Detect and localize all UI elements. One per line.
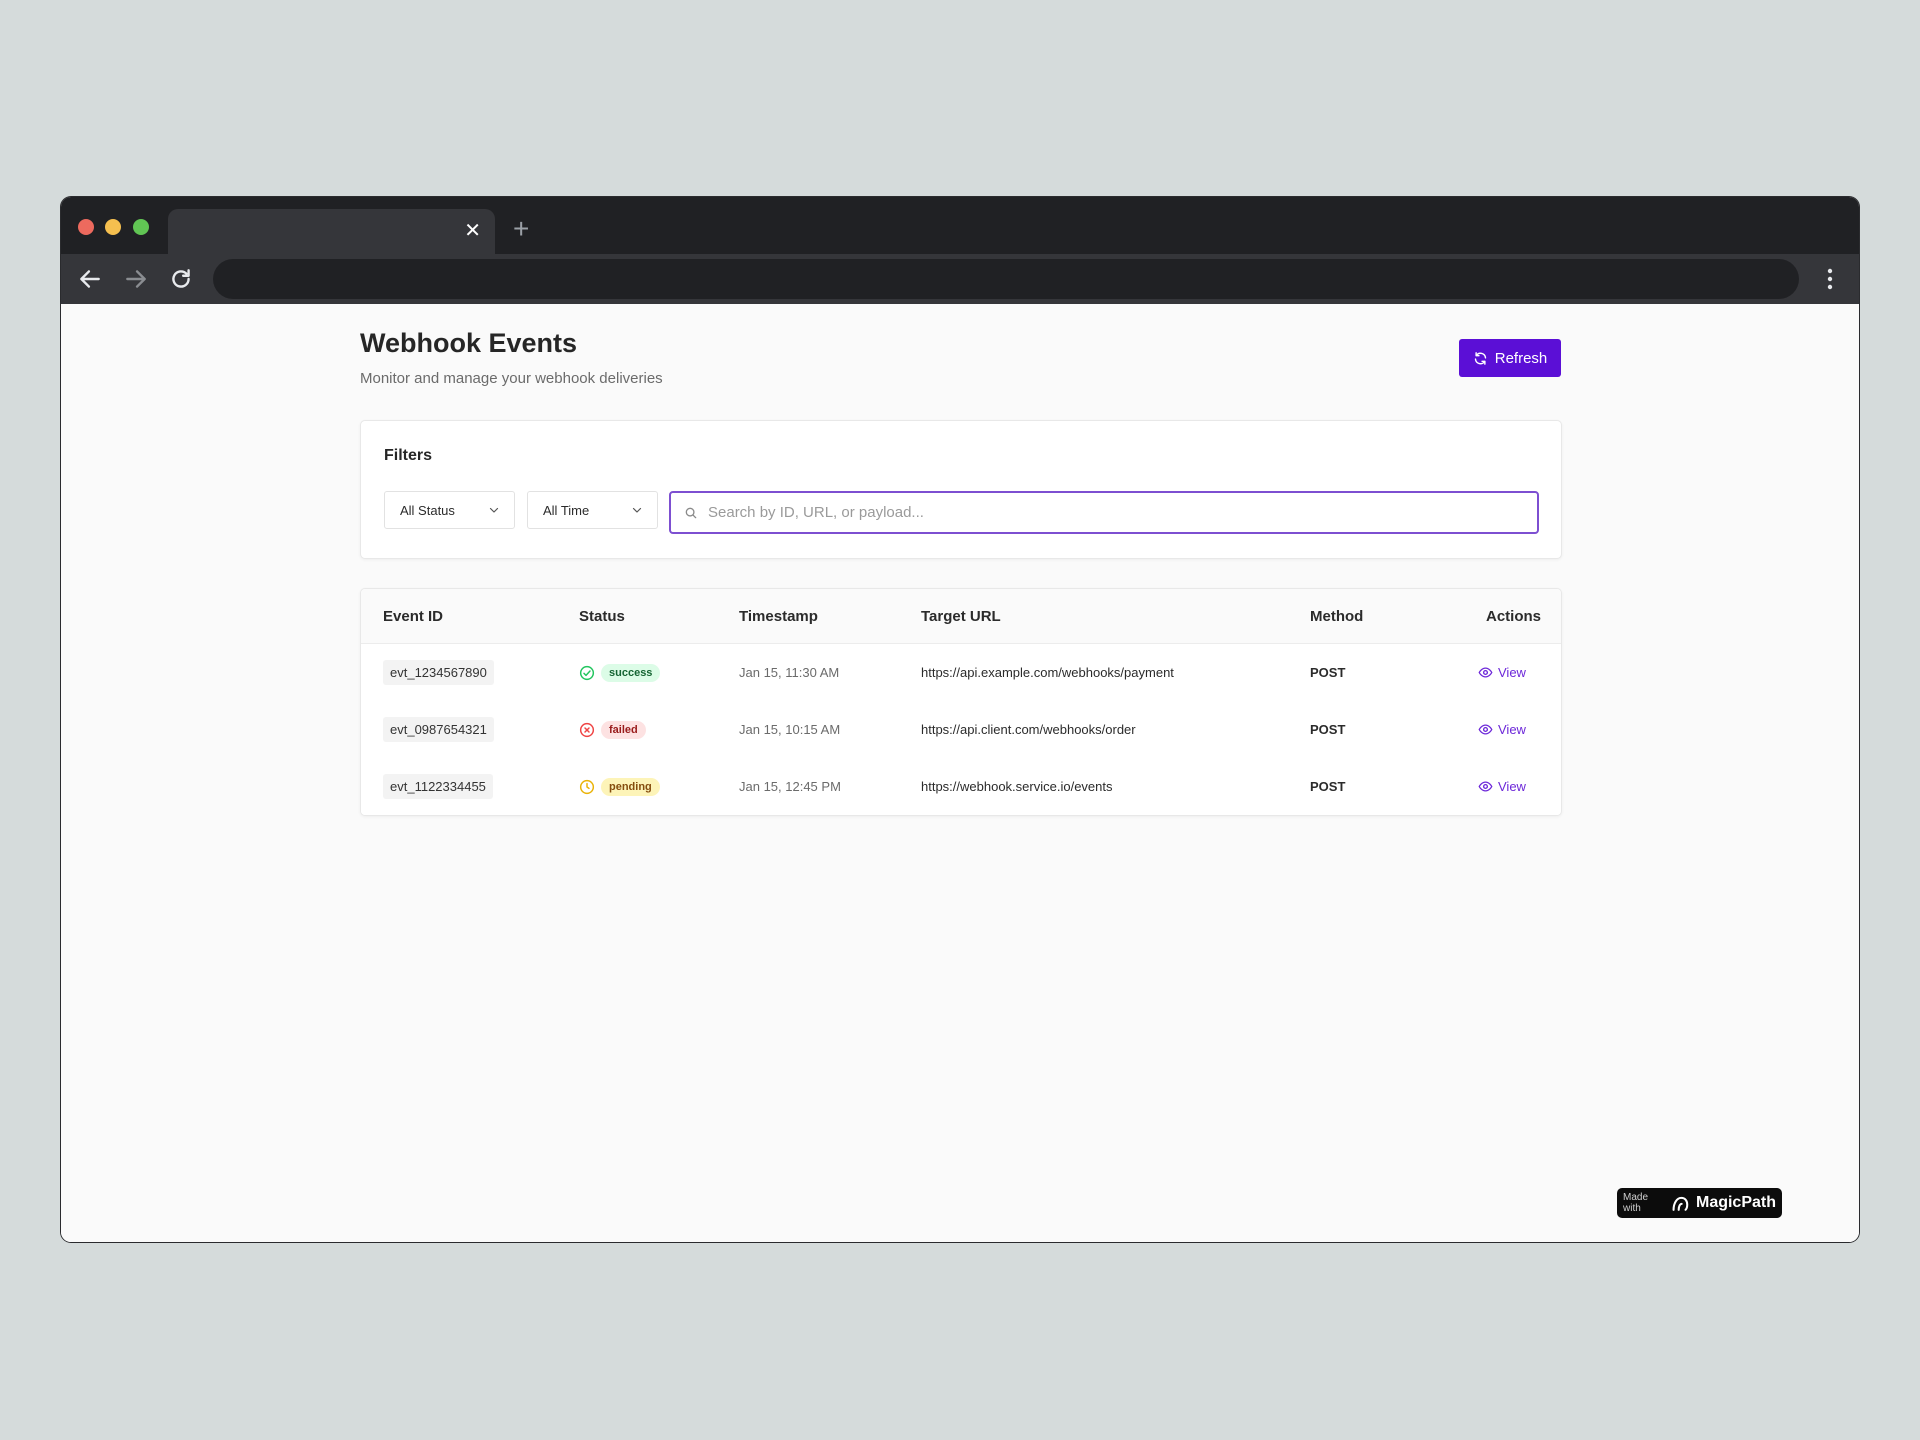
event-id-cell: evt_1122334455 xyxy=(383,758,493,815)
status-cell: success xyxy=(579,644,661,701)
search-box[interactable] xyxy=(669,491,1539,534)
page-title: Webhook Events xyxy=(360,328,578,358)
actions-cell: View xyxy=(1478,701,1526,758)
actions-cell: View xyxy=(1478,758,1526,815)
table-row: evt_1234567890 success Jan 15, 11:30 AM … xyxy=(361,644,1561,702)
chevron-down-icon xyxy=(632,507,642,513)
close-window-button[interactable] xyxy=(78,219,94,235)
time-filter-value: All Time xyxy=(543,502,590,518)
minimize-window-button[interactable] xyxy=(105,219,121,235)
column-header-timestamp: Timestamp xyxy=(739,608,818,625)
made-with-label: Made with xyxy=(1623,1192,1649,1214)
browser-toolbar xyxy=(61,254,1859,304)
timestamp-cell: Jan 15, 12:45 PM xyxy=(739,779,841,794)
events-table: Event ID Status Timestamp Target URL Met… xyxy=(360,588,1562,816)
event-id: evt_1234567890 xyxy=(383,660,494,685)
status-cell: failed xyxy=(579,701,646,758)
event-id-cell: evt_1234567890 xyxy=(383,644,494,701)
magicpath-brand: MagicPath xyxy=(1695,1194,1776,1211)
timestamp-cell: Jan 15, 11:30 AM xyxy=(739,665,840,680)
browser-tab[interactable]: ✕ xyxy=(168,209,495,254)
chevron-down-icon xyxy=(489,507,499,513)
table-row: evt_0987654321 failed Jan 15, 10:15 AM h… xyxy=(361,701,1561,759)
browser-titlebar: ✕ + xyxy=(61,197,1859,254)
view-label: View xyxy=(1498,665,1526,680)
new-tab-button[interactable]: + xyxy=(513,213,530,244)
page-subtitle: Monitor and manage your webhook deliveri… xyxy=(360,370,663,387)
method-cell: POST xyxy=(1310,722,1346,737)
check-circle-icon xyxy=(579,665,595,680)
target-url-cell: https://api.example.com/webhooks/payment xyxy=(921,665,1174,680)
more-menu-icon[interactable] xyxy=(1827,267,1833,291)
status-filter-value: All Status xyxy=(400,502,455,518)
status-badge: pending xyxy=(601,777,660,796)
column-header-status: Status xyxy=(579,608,625,625)
event-id: evt_0987654321 xyxy=(383,717,494,742)
tab-close-icon[interactable]: ✕ xyxy=(464,220,481,242)
browser-window: ✕ + Webhook Events Monitor and manage yo… xyxy=(61,197,1859,1242)
maximize-window-button[interactable] xyxy=(133,219,149,235)
view-button[interactable]: View xyxy=(1478,665,1526,680)
eye-icon xyxy=(1478,667,1493,678)
actions-cell: View xyxy=(1478,644,1526,701)
timestamp-cell: Jan 15, 10:15 AM xyxy=(739,722,841,737)
time-filter-select[interactable]: All Time xyxy=(527,491,658,529)
event-id: evt_1122334455 xyxy=(383,774,493,799)
reload-icon[interactable] xyxy=(168,266,194,292)
eye-icon xyxy=(1478,724,1493,735)
x-circle-icon xyxy=(579,722,595,737)
made-with-magicpath-badge[interactable]: Made with MagicPath xyxy=(1617,1188,1782,1218)
view-button[interactable]: View xyxy=(1478,722,1526,737)
search-icon xyxy=(685,507,697,518)
target-url-cell: https://webhook.service.io/events xyxy=(921,779,1113,794)
clock-icon xyxy=(579,779,595,794)
refresh-icon xyxy=(1474,351,1486,365)
method-cell: POST xyxy=(1310,779,1346,794)
address-bar[interactable] xyxy=(213,259,1799,299)
refresh-button[interactable]: Refresh xyxy=(1459,339,1561,377)
filters-title: Filters xyxy=(384,447,433,464)
page-content: Webhook Events Monitor and manage your w… xyxy=(61,304,1859,1242)
table-header: Event ID Status Timestamp Target URL Met… xyxy=(361,589,1561,644)
column-header-event-id: Event ID xyxy=(383,608,444,625)
table-row: evt_1122334455 pending Jan 15, 12:45 PM … xyxy=(361,758,1561,815)
refresh-label: Refresh xyxy=(1494,349,1548,367)
event-id-cell: evt_0987654321 xyxy=(383,701,494,758)
eye-icon xyxy=(1478,781,1493,792)
filters-card: Filters All Status All Time xyxy=(360,420,1562,559)
status-cell: pending xyxy=(579,758,660,815)
column-header-actions: Actions xyxy=(1486,608,1542,625)
view-button[interactable]: View xyxy=(1478,779,1526,794)
status-filter-select[interactable]: All Status xyxy=(384,491,515,529)
magicpath-logo-icon xyxy=(1673,1196,1689,1211)
column-header-method: Method xyxy=(1310,608,1364,625)
status-badge: failed xyxy=(601,720,646,739)
status-badge: success xyxy=(601,663,661,682)
method-cell: POST xyxy=(1310,665,1346,680)
forward-arrow-icon[interactable] xyxy=(123,266,149,292)
column-header-target-url: Target URL xyxy=(921,608,1001,625)
view-label: View xyxy=(1498,722,1526,737)
target-url-cell: https://api.client.com/webhooks/order xyxy=(921,722,1136,737)
back-arrow-icon[interactable] xyxy=(77,266,103,292)
view-label: View xyxy=(1498,779,1526,794)
search-input[interactable] xyxy=(706,503,1537,522)
